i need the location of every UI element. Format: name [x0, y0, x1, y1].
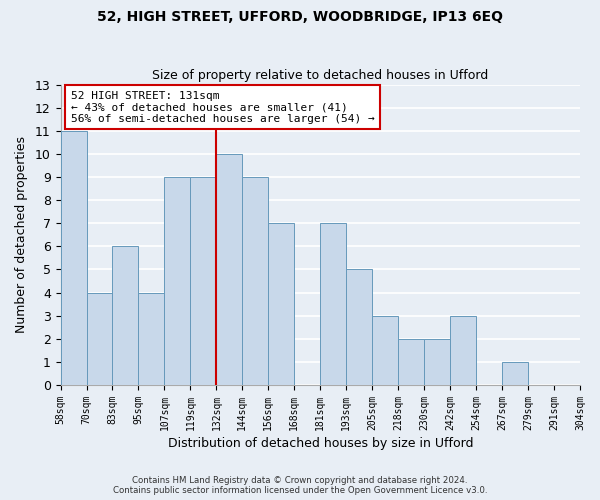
Bar [86, 292, 112, 385]
X-axis label: Distribution of detached houses by size in Ufford: Distribution of detached houses by size … [167, 437, 473, 450]
Y-axis label: Number of detached properties: Number of detached properties [15, 136, 28, 334]
Bar [268, 224, 294, 385]
Bar [139, 292, 164, 385]
Text: 52, HIGH STREET, UFFORD, WOODBRIDGE, IP13 6EQ: 52, HIGH STREET, UFFORD, WOODBRIDGE, IP1… [97, 10, 503, 24]
Bar [346, 270, 372, 385]
Title: Size of property relative to detached houses in Ufford: Size of property relative to detached ho… [152, 69, 488, 82]
Bar [398, 339, 424, 385]
Bar [372, 316, 398, 385]
Bar [190, 177, 217, 385]
Bar [320, 224, 346, 385]
Bar [502, 362, 528, 385]
Bar [424, 339, 450, 385]
Bar [61, 131, 86, 385]
Text: 52 HIGH STREET: 131sqm
← 43% of detached houses are smaller (41)
56% of semi-det: 52 HIGH STREET: 131sqm ← 43% of detached… [71, 90, 374, 124]
Bar [450, 316, 476, 385]
Text: Contains HM Land Registry data © Crown copyright and database right 2024.
Contai: Contains HM Land Registry data © Crown c… [113, 476, 487, 495]
Bar [217, 154, 242, 385]
Bar [242, 177, 268, 385]
Bar [112, 246, 139, 385]
Bar [164, 177, 190, 385]
